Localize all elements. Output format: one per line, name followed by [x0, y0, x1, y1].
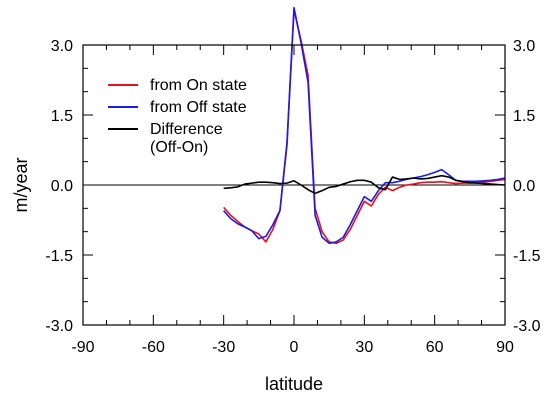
y-tick-label-left: -1.5 [45, 248, 73, 265]
y-tick-label-left: -3.0 [45, 318, 73, 335]
y-tick-label-left: 1.5 [51, 108, 73, 125]
y-axis-title: m/year [11, 157, 31, 212]
x-tick-label: 0 [290, 339, 299, 356]
y-tick-label-right: -1.5 [513, 248, 541, 265]
x-tick-label: 90 [496, 339, 514, 356]
series-line-0 [223, 9, 506, 245]
x-tick-label: -60 [142, 339, 165, 356]
y-tick-label-right: 1.5 [513, 108, 535, 125]
y-tick-label-right: 0.0 [513, 178, 535, 195]
series-line-2 [223, 174, 506, 195]
x-tick-label: 30 [355, 339, 373, 356]
x-tick-label: 60 [426, 339, 444, 356]
legend-label-2: Difference [150, 121, 223, 138]
series-layer [223, 6, 506, 245]
legend-label-1: from Off state [150, 99, 247, 116]
legend: from On state from Off state Difference(Of… [108, 77, 247, 156]
y-tick-label-right: -3.0 [513, 318, 541, 335]
legend-label-0: from On state [150, 77, 247, 94]
y-tick-label-left: 0.0 [51, 178, 73, 195]
x-tick-label: -90 [71, 339, 94, 356]
y-tick-label-left: 3.0 [51, 38, 73, 55]
tick-labels-layer: -90 -60 -30 0 30 60 90 -3.0 -3.0 -1.5 -1.5 0.0 0.0 1.… [45, 38, 540, 356]
ticks-layer [82, 44, 506, 326]
x-axis-title: latitude [265, 374, 323, 394]
legend-label-2-line2: (Off-On) [150, 139, 208, 156]
x-tick-label: -30 [212, 339, 235, 356]
y-tick-label-right: 3.0 [513, 38, 535, 55]
series-line-1 [223, 6, 506, 245]
